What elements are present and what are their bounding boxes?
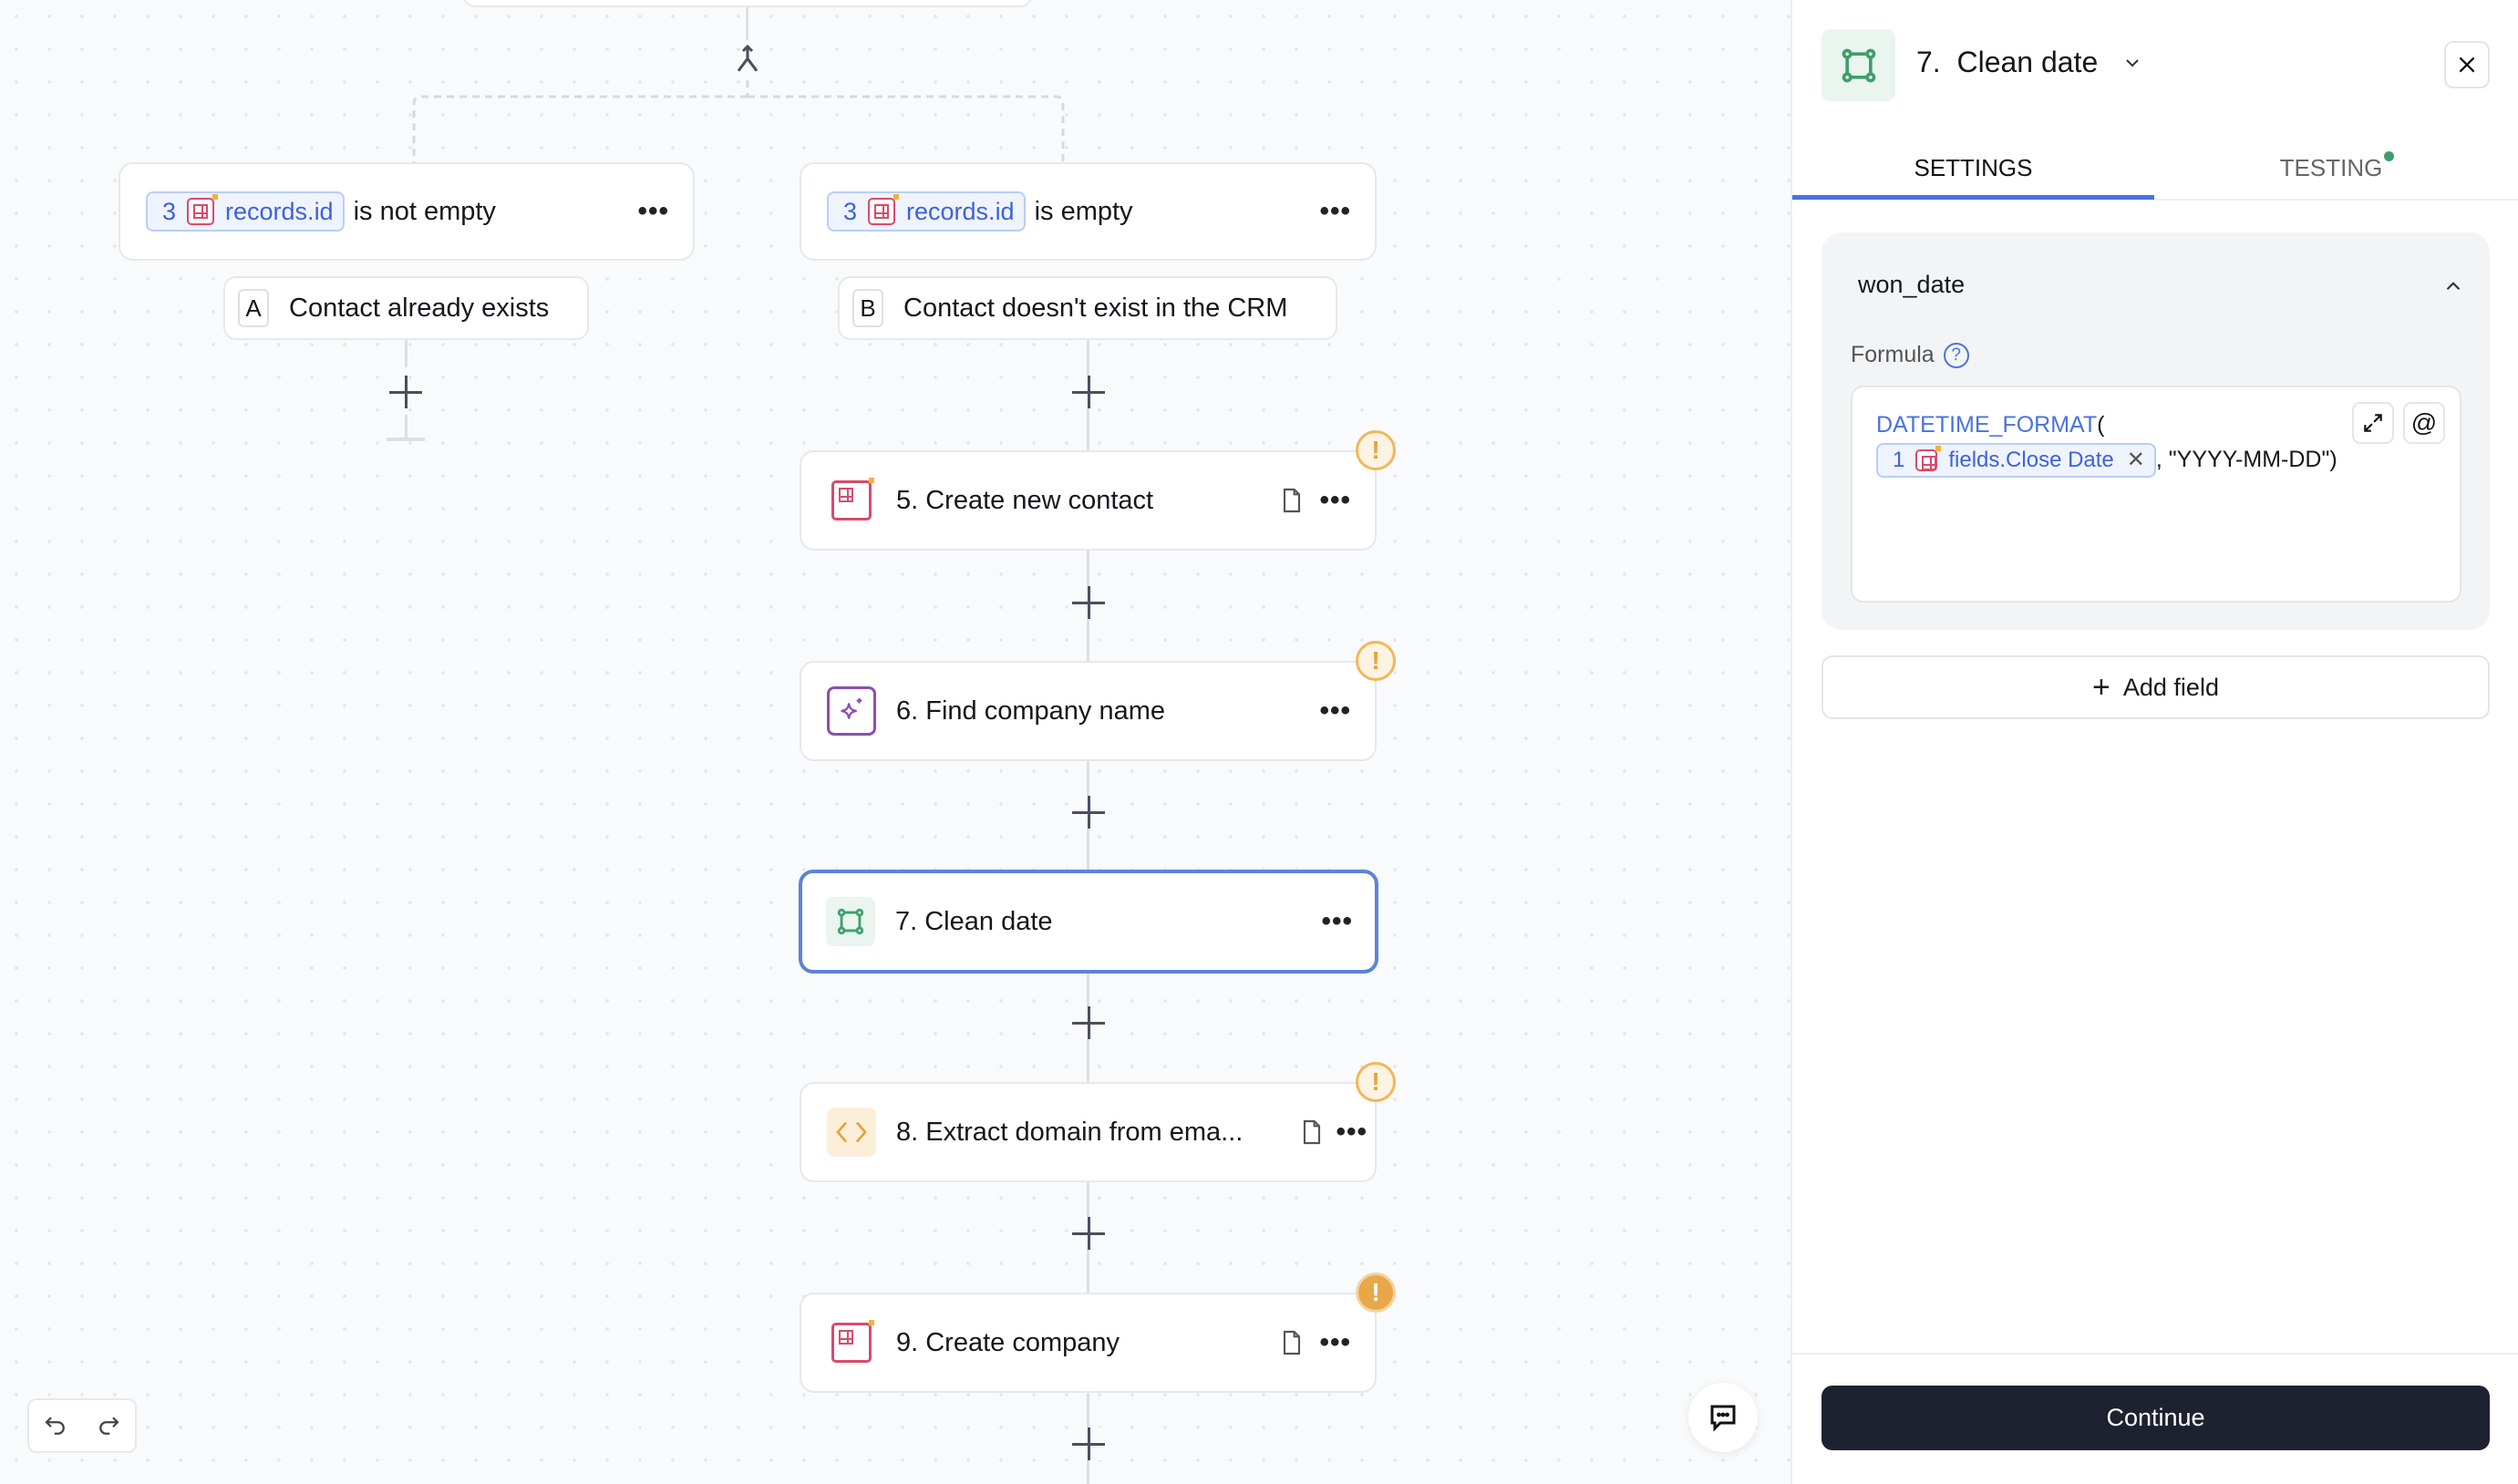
chat-button[interactable] xyxy=(1688,1383,1758,1452)
connector xyxy=(405,415,408,438)
table-icon xyxy=(827,476,876,525)
note-icon[interactable] xyxy=(1297,1118,1326,1147)
formatter-icon xyxy=(826,897,875,946)
previous-step-card[interactable] xyxy=(462,0,1033,7)
table-icon xyxy=(827,1318,876,1367)
tab-settings[interactable]: SETTINGS xyxy=(1914,153,2033,181)
connector xyxy=(746,7,748,40)
condition-operator: is not empty xyxy=(353,196,496,226)
undo-redo-toolbar xyxy=(27,1398,137,1453)
add-step-button[interactable] xyxy=(1072,1217,1105,1250)
plus-icon: + xyxy=(2092,669,2110,705)
warning-icon[interactable]: ! xyxy=(1356,1273,1396,1313)
variable-chip[interactable]: 1 fields.Close Date ✕ xyxy=(1876,443,2156,479)
more-options-button[interactable]: ••• xyxy=(1319,1327,1351,1357)
remove-chip-icon[interactable]: ✕ xyxy=(2126,448,2145,473)
chevron-down-icon xyxy=(2126,58,2139,67)
undo-icon[interactable] xyxy=(42,1412,69,1439)
step-card-5[interactable]: 5. Create new contact ••• xyxy=(800,450,1377,551)
formula-label: Formula xyxy=(1851,342,1935,367)
step-card-8[interactable]: 8. Extract domain from ema... ••• xyxy=(800,1082,1377,1182)
more-options-button[interactable]: ••• xyxy=(1336,1117,1367,1147)
add-field-button[interactable]: + Add field xyxy=(1821,655,2490,719)
close-icon xyxy=(2459,57,2475,73)
workflow-canvas[interactable]: 3 records.id is not empty ••• 3 records.id… xyxy=(0,0,1790,1484)
branch-connectors xyxy=(412,80,1065,164)
tabs-divider xyxy=(1792,199,2518,201)
status-dot xyxy=(2384,150,2395,161)
condition-card-b[interactable]: 3 records.id is empty ••• xyxy=(800,162,1377,261)
step-card-7[interactable]: 7. Clean date ••• xyxy=(799,870,1378,974)
at-icon: @ xyxy=(2410,408,2438,437)
add-step-button[interactable] xyxy=(1072,586,1105,619)
continue-button[interactable]: Continue xyxy=(1821,1386,2490,1450)
condition-operator: is empty xyxy=(1034,196,1133,226)
branch-end xyxy=(387,438,425,441)
add-step-button[interactable] xyxy=(1072,376,1105,408)
expand-icon xyxy=(2364,414,2382,432)
formatter-icon xyxy=(1842,48,1875,82)
condition-card-a[interactable]: 3 records.id is not empty ••• xyxy=(119,162,695,261)
chat-icon xyxy=(1710,1405,1736,1432)
table-icon xyxy=(868,194,900,225)
note-icon[interactable] xyxy=(1277,1328,1306,1357)
code-icon xyxy=(827,1108,876,1157)
footer-divider xyxy=(1792,1353,2518,1355)
formula-function: DATETIME_FORMAT xyxy=(1876,412,2098,438)
add-step-button[interactable] xyxy=(1072,1006,1105,1039)
warning-icon[interactable]: ! xyxy=(1356,430,1396,470)
step-title-dropdown[interactable]: 7. Clean date xyxy=(1916,46,2143,79)
add-step-button[interactable] xyxy=(389,376,422,408)
note-icon[interactable] xyxy=(1277,486,1306,515)
more-options-button[interactable]: ••• xyxy=(1319,696,1351,726)
formula-input[interactable]: DATETIME_FORMAT( 1 fields.Close Date ✕, "Y… xyxy=(1851,386,2461,603)
branch-icon xyxy=(737,44,758,72)
active-tab-indicator xyxy=(1792,195,2154,200)
variable-chip[interactable]: 3 records.id xyxy=(146,191,345,232)
step-icon xyxy=(1821,29,1895,101)
more-options-button[interactable]: ••• xyxy=(1321,906,1353,936)
branch-label-a[interactable]: A Contact already exists xyxy=(223,276,589,340)
connector xyxy=(405,340,408,367)
warning-icon[interactable]: ! xyxy=(1356,641,1396,681)
more-options-button[interactable]: ••• xyxy=(1319,196,1351,226)
step-card-9[interactable]: 9. Create company ••• xyxy=(800,1293,1377,1393)
more-options-button[interactable]: ••• xyxy=(637,196,669,226)
insert-variable-button[interactable]: @ xyxy=(2403,402,2445,444)
field-card: won_date Formula ? DATETIME_FORMAT( 1 fie… xyxy=(1821,232,2490,630)
step-card-6[interactable]: 6. Find company name ••• xyxy=(800,661,1377,761)
add-step-button[interactable] xyxy=(1072,796,1105,829)
tab-testing[interactable]: TESTING xyxy=(2154,137,2518,199)
table-icon xyxy=(187,194,219,225)
branch-label-b[interactable]: B Contact doesn't exist in the CRM xyxy=(838,276,1337,340)
warning-icon[interactable]: ! xyxy=(1356,1062,1396,1102)
step-settings-panel: 7. Clean date SETTINGS TESTING won_date … xyxy=(1790,0,2518,1484)
expand-button[interactable] xyxy=(2352,402,2394,444)
redo-icon[interactable] xyxy=(95,1412,122,1439)
chevron-up-icon[interactable] xyxy=(2441,274,2465,298)
field-name: won_date xyxy=(1858,271,1966,298)
variable-chip[interactable]: 3 records.id xyxy=(827,191,1026,232)
help-icon[interactable]: ? xyxy=(1943,342,1969,368)
more-options-button[interactable]: ••• xyxy=(1319,485,1351,515)
add-step-button[interactable] xyxy=(1072,1427,1105,1460)
table-icon xyxy=(1915,446,1942,472)
sparkle-ai-icon xyxy=(827,686,876,736)
close-button[interactable] xyxy=(2444,41,2490,88)
